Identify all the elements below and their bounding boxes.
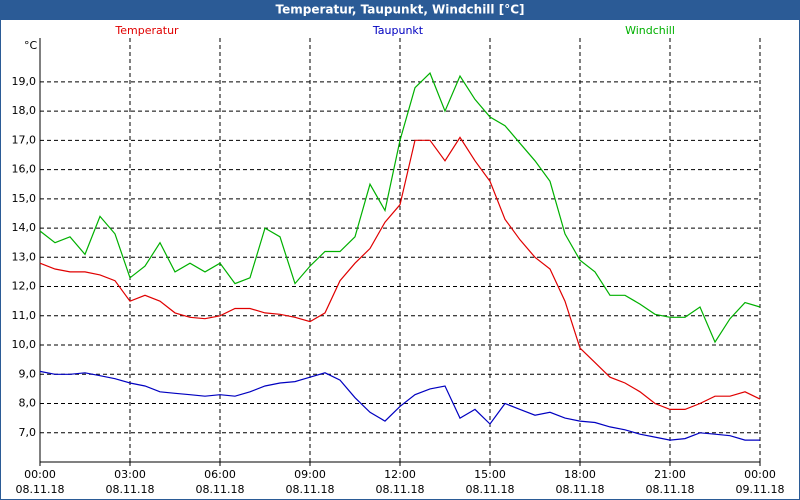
y-tick-label: 17,0 xyxy=(12,133,37,146)
legend-label: Taupunkt xyxy=(372,24,424,37)
x-tick-label: 03:00 xyxy=(114,468,146,481)
x-tick-date: 08.11.18 xyxy=(376,483,425,496)
y-tick-label: 7,0 xyxy=(19,426,37,439)
x-tick-label: 09:00 xyxy=(294,468,326,481)
x-tick-label: 18:00 xyxy=(564,468,596,481)
y-tick-label: 9,0 xyxy=(19,367,37,380)
x-tick-date: 08.11.18 xyxy=(106,483,155,496)
y-tick-label: 8,0 xyxy=(19,397,37,410)
x-tick-label: 21:00 xyxy=(654,468,686,481)
x-tick-date: 08.11.18 xyxy=(196,483,245,496)
y-tick-label: 13,0 xyxy=(12,250,37,263)
x-tick-date: 08.11.18 xyxy=(466,483,515,496)
window-title: Temperatur, Taupunkt, Windchill [°C] xyxy=(276,3,525,17)
x-tick-label: 00:00 xyxy=(744,468,776,481)
series-line xyxy=(39,136,761,410)
x-tick-date: 09.11.18 xyxy=(736,483,785,496)
series-line xyxy=(39,72,761,344)
x-tick-date: 08.11.18 xyxy=(556,483,605,496)
y-tick-label: 15,0 xyxy=(12,192,37,205)
legend-label: Temperatur xyxy=(114,24,179,37)
y-tick-label: 18,0 xyxy=(12,104,37,117)
y-tick-label: 11,0 xyxy=(12,309,37,322)
y-tick-label: 19,0 xyxy=(12,75,37,88)
x-tick-label: 12:00 xyxy=(384,468,416,481)
x-tick-label: 06:00 xyxy=(204,468,236,481)
y-tick-label: 12,0 xyxy=(12,280,37,293)
y-unit: °C xyxy=(24,39,38,52)
x-tick-label: 15:00 xyxy=(474,468,506,481)
x-tick-date: 08.11.18 xyxy=(646,483,695,496)
title-bar xyxy=(0,0,800,20)
x-tick-date: 08.11.18 xyxy=(286,483,335,496)
y-tick-label: 10,0 xyxy=(12,338,37,351)
x-tick-label: 00:00 xyxy=(24,468,56,481)
x-tick-date: 08.11.18 xyxy=(16,483,65,496)
legend-label: Windchill xyxy=(625,24,675,37)
y-tick-label: 16,0 xyxy=(12,163,37,176)
y-tick-label: 14,0 xyxy=(12,221,37,234)
series-line xyxy=(39,370,760,441)
